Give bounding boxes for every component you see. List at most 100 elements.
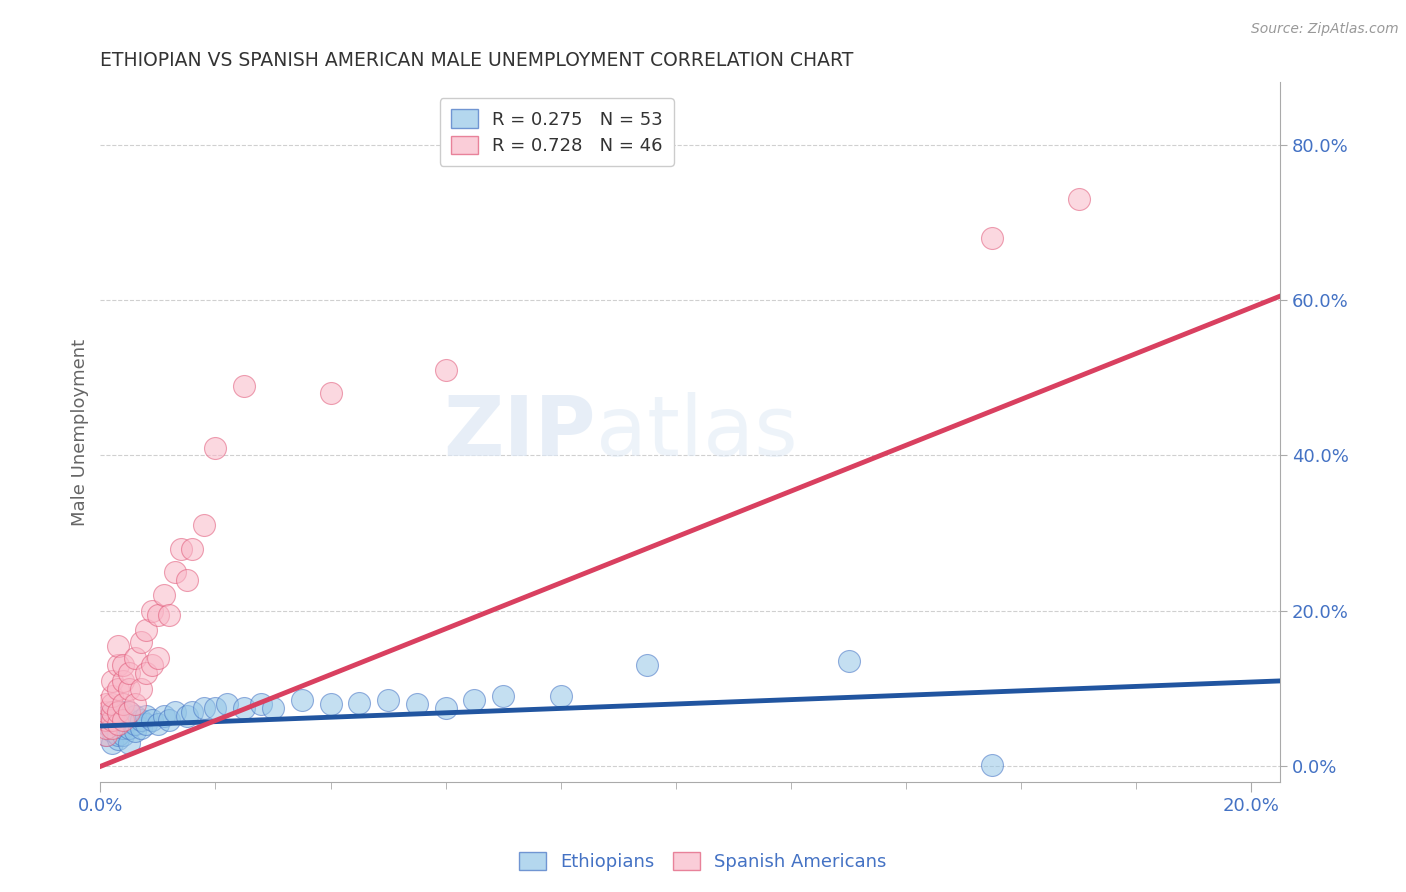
Point bbox=[101, 673, 124, 688]
Point bbox=[129, 681, 152, 696]
Point bbox=[141, 713, 163, 727]
Point bbox=[112, 713, 135, 727]
Point bbox=[377, 693, 399, 707]
Point bbox=[118, 713, 141, 727]
Point bbox=[124, 650, 146, 665]
Y-axis label: Male Unemployment: Male Unemployment bbox=[72, 339, 89, 525]
Point bbox=[193, 518, 215, 533]
Point bbox=[118, 681, 141, 696]
Point bbox=[176, 573, 198, 587]
Point bbox=[135, 709, 157, 723]
Point bbox=[101, 713, 124, 727]
Point bbox=[636, 658, 658, 673]
Point bbox=[135, 624, 157, 638]
Point bbox=[492, 690, 515, 704]
Point bbox=[165, 705, 187, 719]
Point bbox=[124, 698, 146, 712]
Point bbox=[129, 635, 152, 649]
Point bbox=[152, 709, 174, 723]
Point bbox=[112, 658, 135, 673]
Point bbox=[101, 709, 124, 723]
Point bbox=[129, 721, 152, 735]
Point bbox=[1067, 192, 1090, 206]
Point bbox=[837, 655, 859, 669]
Point bbox=[107, 705, 129, 719]
Point bbox=[157, 607, 180, 622]
Point bbox=[250, 698, 273, 712]
Point bbox=[118, 666, 141, 681]
Point bbox=[112, 721, 135, 735]
Text: ZIP: ZIP bbox=[443, 392, 596, 473]
Point bbox=[107, 713, 129, 727]
Point bbox=[101, 705, 124, 719]
Point bbox=[112, 728, 135, 742]
Point bbox=[107, 728, 129, 742]
Point bbox=[112, 705, 135, 719]
Point bbox=[550, 690, 572, 704]
Point bbox=[146, 650, 169, 665]
Point bbox=[262, 701, 284, 715]
Point bbox=[406, 698, 429, 712]
Point bbox=[165, 565, 187, 579]
Point bbox=[319, 698, 342, 712]
Point bbox=[463, 693, 485, 707]
Point bbox=[141, 604, 163, 618]
Text: ETHIOPIAN VS SPANISH AMERICAN MALE UNEMPLOYMENT CORRELATION CHART: ETHIOPIAN VS SPANISH AMERICAN MALE UNEMP… bbox=[100, 51, 853, 70]
Point bbox=[94, 728, 117, 742]
Point bbox=[112, 673, 135, 688]
Point bbox=[94, 713, 117, 727]
Text: atlas: atlas bbox=[596, 392, 797, 473]
Point bbox=[291, 693, 314, 707]
Point bbox=[94, 698, 117, 712]
Point bbox=[94, 713, 117, 727]
Point bbox=[107, 716, 129, 731]
Text: Source: ZipAtlas.com: Source: ZipAtlas.com bbox=[1251, 22, 1399, 37]
Point bbox=[101, 705, 124, 719]
Point bbox=[94, 709, 117, 723]
Point bbox=[107, 658, 129, 673]
Point bbox=[118, 736, 141, 750]
Point bbox=[101, 716, 124, 731]
Point bbox=[112, 713, 135, 727]
Point bbox=[434, 701, 457, 715]
Point bbox=[129, 713, 152, 727]
Point bbox=[118, 705, 141, 719]
Point bbox=[124, 716, 146, 731]
Point bbox=[94, 728, 117, 742]
Point bbox=[193, 701, 215, 715]
Point bbox=[176, 709, 198, 723]
Point bbox=[204, 441, 226, 455]
Legend: Ethiopians, Spanish Americans: Ethiopians, Spanish Americans bbox=[512, 845, 894, 879]
Point bbox=[157, 713, 180, 727]
Point bbox=[101, 721, 124, 735]
Point bbox=[118, 705, 141, 719]
Point bbox=[146, 716, 169, 731]
Point bbox=[135, 716, 157, 731]
Point bbox=[124, 709, 146, 723]
Point bbox=[233, 378, 256, 392]
Point bbox=[101, 690, 124, 704]
Point bbox=[181, 705, 204, 719]
Point bbox=[981, 231, 1004, 245]
Point bbox=[94, 721, 117, 735]
Point bbox=[112, 698, 135, 712]
Point bbox=[319, 386, 342, 401]
Point bbox=[181, 541, 204, 556]
Point bbox=[101, 698, 124, 712]
Point bbox=[146, 607, 169, 622]
Point bbox=[141, 658, 163, 673]
Point bbox=[204, 701, 226, 715]
Point bbox=[124, 724, 146, 739]
Point bbox=[107, 716, 129, 731]
Point bbox=[233, 701, 256, 715]
Point bbox=[101, 724, 124, 739]
Point bbox=[94, 705, 117, 719]
Point bbox=[135, 666, 157, 681]
Point bbox=[107, 639, 129, 653]
Point bbox=[118, 721, 141, 735]
Point bbox=[170, 541, 193, 556]
Point bbox=[981, 757, 1004, 772]
Point bbox=[107, 732, 129, 747]
Point bbox=[215, 698, 238, 712]
Point bbox=[94, 716, 117, 731]
